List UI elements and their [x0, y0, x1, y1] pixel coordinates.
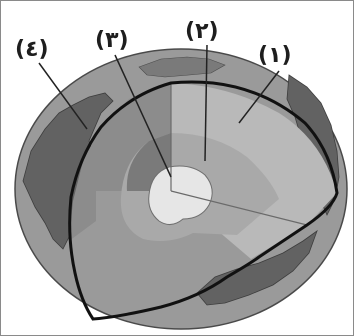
leader-line-3 [114, 54, 172, 178]
continent-top [138, 56, 226, 78]
label-layer-1: (١) [258, 43, 292, 68]
crust-outline [68, 80, 339, 321]
label-layer-2: (٢) [185, 19, 219, 44]
cut-line-horizontal [170, 190, 308, 226]
leader-line-4 [38, 62, 88, 130]
leader-line-1 [238, 70, 280, 124]
leader-line-2 [204, 44, 208, 162]
label-layer-3: (٣) [95, 28, 129, 53]
inner-core [148, 165, 213, 225]
label-layer-4: (٤) [15, 37, 49, 62]
